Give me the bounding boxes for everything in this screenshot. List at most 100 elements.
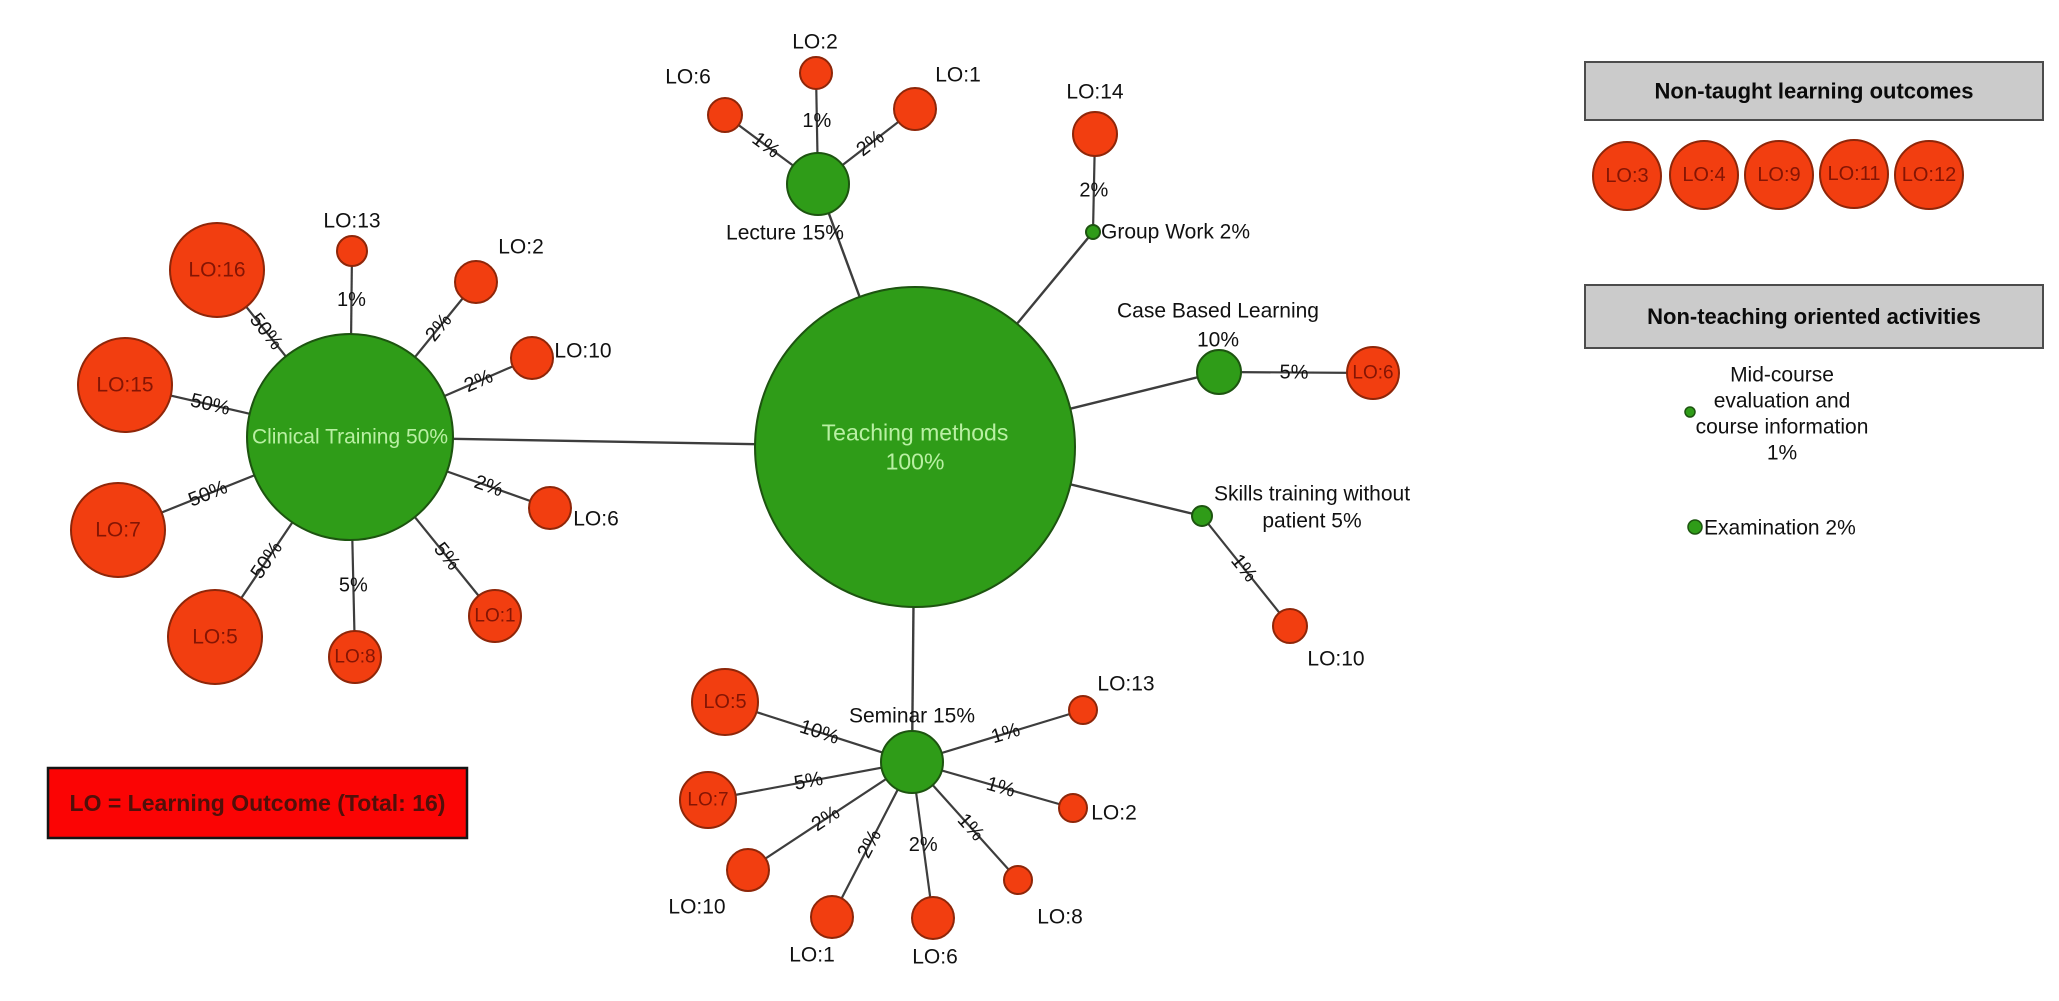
edge-pct-seminar-lo-7: 5% [792,768,825,795]
edge-pct-clinical-lo-15: 50% [188,389,232,419]
lo-label-clinical-lo-1: LO:1 [474,606,515,627]
lo-label-clinical-lo-7: LO:7 [95,519,141,542]
lo-label-clinical-lo-8: LO:8 [334,647,375,668]
edge-pct-clinical-lo-7: 50% [185,476,231,511]
edge-pct-lecture-lo-2: 1% [802,110,831,132]
lo-node-skills-lo-10 [1272,608,1308,644]
hub-label-group_work: Group Work 2% [1101,221,1250,244]
lo-node-seminar-lo-13 [1068,695,1098,725]
edge-pct-case_based-lo-6: 5% [1279,361,1308,383]
panel-title-non-taught: Non-taught learning outcomes [1655,79,1974,104]
panel-node-lo-12 [1894,140,1964,210]
edge-pct-seminar-lo-10: 2% [808,801,844,835]
lo-label-clinical-lo-13: LO:13 [323,210,380,233]
edge-pct-clinical-lo-8: 5% [339,574,368,596]
lo-node-lecture-lo-2 [799,56,833,90]
lo-node-seminar-lo-8 [1003,865,1033,895]
edge-pct-seminar-lo-1: 2% [853,826,886,862]
hub-node-skills [1191,505,1213,527]
lo-label-clinical-lo-2: LO:2 [498,236,544,259]
lo-node-seminar-lo-5 [691,668,759,736]
hub-node-lecture [786,152,850,216]
lo-label-group_work-lo-14: LO:14 [1066,81,1124,104]
panel-node-lo-4 [1669,140,1739,210]
mid-course-evaluation-dot [1684,406,1696,418]
edge-pct-clinical-lo-16: 50% [245,309,287,354]
panel-node-lo-9 [1744,140,1814,210]
hub-node-teaching [754,286,1076,608]
edge-pct-group_work-lo-14: 2% [1079,179,1108,201]
hub-label-skills: Skills training without [1214,483,1410,506]
lo-node-seminar-lo-7 [679,771,737,829]
lo-node-seminar-lo-10 [726,848,770,892]
hub-node-case_based [1196,349,1242,395]
legend-label: LO = Learning Outcome (Total: 16) [70,790,446,816]
lo-label-clinical-lo-6: LO:6 [573,508,619,531]
lo-node-seminar-lo-2 [1058,793,1088,823]
edge-pct-lecture-lo-1: 2% [852,126,888,161]
lo-label-case_based-lo-6: LO:6 [1352,363,1393,384]
hub-label-skills: patient 5% [1262,510,1361,533]
lo-label-skills-lo-10: LO:10 [1307,648,1364,671]
lo-node-clinical-lo-10 [510,336,554,380]
panel-node-label-lo-4: LO:4 [1682,164,1725,186]
edge-pct-clinical-lo-6: 2% [471,471,506,501]
edge-pct-clinical-lo-2: 2% [421,309,456,345]
edge-pct-clinical-lo-1: 5% [429,538,464,574]
lo-node-clinical-lo-13 [336,235,368,267]
hub-label-clinical: Clinical Training 50% [252,426,448,449]
edge-pct-skills-lo-10: 1% [1226,550,1261,586]
panel-node-label-lo-3: LO:3 [1605,165,1648,187]
panel-node-lo-11 [1819,139,1889,209]
edge-pct-seminar-lo-6: 2% [909,834,938,856]
edge-pct-seminar-lo-2: 1% [984,773,1018,802]
edge-pct-clinical-lo-13: 1% [337,289,366,311]
panel-header-box-non-taught [1584,61,2044,121]
lo-label-clinical-lo-15: LO:15 [96,374,153,397]
lo-label-clinical-lo-5: LO:5 [192,626,238,649]
lo-node-clinical-lo-1 [468,589,522,643]
panel-node-label-lo-12: LO:12 [1902,164,1956,186]
lo-node-lecture-lo-6 [707,97,743,133]
lo-node-clinical-lo-8 [328,630,382,684]
lo-node-clinical-lo-2 [454,260,498,304]
mid-course-evaluation-label: Mid-course [1730,364,1834,387]
legend-box [46,766,469,840]
lo-node-lecture-lo-1 [893,87,937,131]
lo-node-case_based-lo-6 [1346,346,1400,400]
link-seminar-lo-7 [707,760,913,802]
panel-title-non-teaching: Non-teaching oriented activities [1647,304,1981,329]
panel-header-box-non-teaching [1584,284,2044,349]
mid-course-evaluation-label: course information [1696,416,1869,439]
hub-node-group_work [1085,224,1101,240]
panel-node-label-lo-9: LO:9 [1757,164,1800,186]
lo-label-seminar-lo-1: LO:1 [789,944,835,967]
edge-pct-clinical-lo-5: 50% [247,537,288,583]
lo-node-clinical-lo-15 [77,337,173,433]
lo-label-seminar-lo-5: LO:5 [703,691,746,713]
link-seminar-lo-10 [747,761,913,871]
hub-label-teaching: 100% [886,449,945,475]
lo-label-seminar-lo-7: LO:7 [687,790,728,811]
lo-node-clinical-lo-7 [70,482,166,578]
mid-course-evaluation-label: 1% [1767,442,1797,465]
lo-label-lecture-lo-6: LO:6 [665,66,711,89]
lo-label-seminar-lo-8: LO:8 [1037,906,1083,929]
lo-label-seminar-lo-2: LO:2 [1091,802,1137,825]
lo-label-seminar-lo-6: LO:6 [912,946,958,969]
panel-node-lo-3 [1592,141,1662,211]
lo-node-group_work-lo-14 [1072,111,1118,157]
link-skills-lo-10 [1201,515,1291,627]
lo-label-lecture-lo-1: LO:1 [935,64,981,87]
examination-label: Examination 2% [1704,517,1856,540]
edge-pct-lecture-lo-6: 1% [748,128,784,163]
lo-node-seminar-lo-6 [911,896,955,940]
lo-label-seminar-lo-13: LO:13 [1097,673,1154,696]
hub-label-case_based: Case Based Learning [1117,300,1319,323]
lo-node-clinical-lo-16 [169,222,265,318]
lo-node-clinical-lo-6 [528,486,572,530]
lo-label-lecture-lo-2: LO:2 [792,31,838,54]
hub-node-clinical [246,333,454,541]
